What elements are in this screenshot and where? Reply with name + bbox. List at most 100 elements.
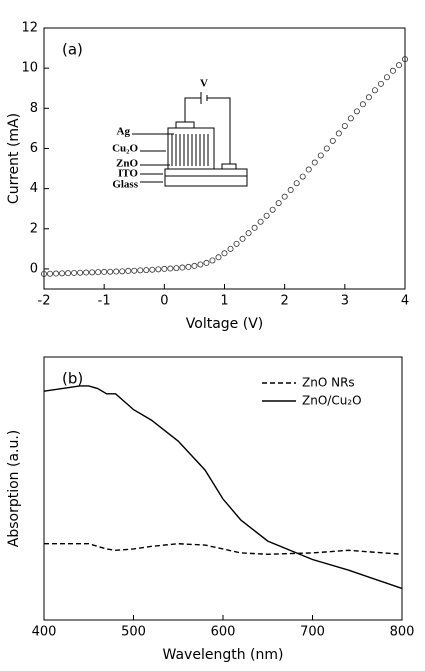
data-point bbox=[167, 265, 174, 272]
legend-label: ZnO NRs bbox=[302, 376, 355, 390]
data-point bbox=[155, 266, 162, 273]
inset-label: ZnO bbox=[116, 158, 138, 170]
y-tick-label: 6 bbox=[30, 141, 38, 156]
inset-label: Glass bbox=[112, 179, 138, 191]
glass-layer bbox=[164, 175, 248, 187]
panel-label: (b) bbox=[62, 370, 83, 388]
data-point bbox=[101, 268, 108, 275]
data-point bbox=[197, 261, 204, 268]
inset-label: Ag bbox=[117, 126, 131, 138]
x-tick-label: 3 bbox=[341, 294, 349, 309]
data-point bbox=[347, 115, 354, 122]
data-point bbox=[89, 269, 96, 276]
data-point bbox=[221, 250, 228, 257]
x-tick-label: 700 bbox=[300, 625, 325, 640]
y-axis-label: Absorption (a.u.) bbox=[6, 430, 22, 548]
data-point bbox=[281, 193, 288, 200]
y-tick-label: 0 bbox=[30, 261, 38, 276]
data-point bbox=[191, 262, 198, 269]
data-point bbox=[65, 270, 72, 277]
series-line bbox=[43, 385, 403, 590]
data-point bbox=[287, 187, 294, 194]
data-point bbox=[185, 263, 192, 270]
x-tick-label: 2 bbox=[281, 294, 289, 309]
data-point bbox=[251, 224, 258, 231]
data-point bbox=[401, 56, 408, 63]
data-point bbox=[179, 264, 186, 271]
data-point bbox=[269, 206, 276, 213]
y-tick-label: 10 bbox=[21, 61, 38, 76]
data-point bbox=[317, 152, 324, 159]
data-point bbox=[173, 265, 180, 272]
x-tick-label: 400 bbox=[32, 625, 57, 640]
data-point bbox=[275, 200, 282, 207]
data-point bbox=[305, 166, 312, 173]
data-point bbox=[203, 259, 210, 266]
x-tick-label: -2 bbox=[38, 294, 51, 309]
series-line bbox=[44, 543, 403, 555]
x-tick-label: 4 bbox=[401, 294, 409, 309]
data-point bbox=[257, 218, 264, 225]
data-point bbox=[227, 245, 234, 252]
y-tick-label: 2 bbox=[30, 221, 38, 236]
data-point bbox=[329, 137, 336, 144]
zno-rods bbox=[171, 134, 209, 166]
data-point bbox=[263, 212, 270, 219]
inset-label: V bbox=[200, 78, 208, 90]
data-point bbox=[395, 62, 402, 69]
x-tick-label: 800 bbox=[390, 625, 415, 640]
data-point bbox=[359, 101, 366, 108]
panel-label: (a) bbox=[62, 41, 83, 59]
data-point bbox=[389, 67, 396, 74]
data-point bbox=[383, 74, 390, 81]
inset-label: ITO bbox=[118, 168, 138, 180]
data-point bbox=[239, 235, 246, 242]
data-point bbox=[299, 173, 306, 180]
data-point bbox=[377, 80, 384, 87]
data-point bbox=[149, 266, 156, 273]
data-point bbox=[59, 270, 66, 277]
data-point bbox=[53, 270, 60, 277]
x-tick-label: 0 bbox=[160, 294, 168, 309]
data-point bbox=[143, 267, 150, 274]
data-point bbox=[341, 122, 348, 129]
data-point bbox=[293, 180, 300, 187]
data-point bbox=[215, 254, 222, 261]
data-point bbox=[47, 270, 54, 277]
data-point bbox=[233, 240, 240, 247]
data-point bbox=[353, 108, 360, 115]
x-tick-label: 1 bbox=[220, 294, 228, 309]
ito-layer bbox=[164, 168, 248, 177]
data-point bbox=[71, 269, 78, 276]
ito-contact bbox=[221, 163, 237, 170]
cu2o-layer bbox=[167, 127, 215, 170]
y-tick-label: 12 bbox=[21, 21, 38, 36]
data-point bbox=[245, 230, 252, 237]
x-axis-label: Wavelength (nm) bbox=[163, 647, 284, 663]
y-tick-label: 4 bbox=[30, 181, 38, 196]
data-point bbox=[125, 267, 132, 274]
data-point bbox=[371, 87, 378, 94]
legend-label: ZnO/Cu₂O bbox=[302, 394, 362, 408]
data-point bbox=[323, 145, 330, 152]
data-point bbox=[83, 269, 90, 276]
y-axis-label: Current (mA) bbox=[6, 113, 22, 204]
data-point bbox=[161, 265, 168, 272]
x-axis-label: Voltage (V) bbox=[186, 316, 263, 332]
data-point bbox=[113, 268, 120, 275]
data-point bbox=[107, 268, 114, 275]
plot-frame bbox=[43, 27, 406, 290]
data-point bbox=[209, 257, 216, 264]
data-point bbox=[365, 94, 372, 101]
ag-contact bbox=[175, 121, 195, 129]
data-point bbox=[131, 267, 138, 274]
chart-panel: 400 500 600 700 800 Wavelength (nm) Absorption… bbox=[6, 356, 415, 663]
device-schematic: V Ag Cu₂O ZnO ITO Glass bbox=[112, 78, 248, 191]
data-point bbox=[137, 267, 144, 274]
x-tick-label: 500 bbox=[121, 625, 146, 640]
y-tick-label: 8 bbox=[30, 101, 38, 116]
data-point bbox=[335, 130, 342, 137]
data-point bbox=[77, 269, 84, 276]
